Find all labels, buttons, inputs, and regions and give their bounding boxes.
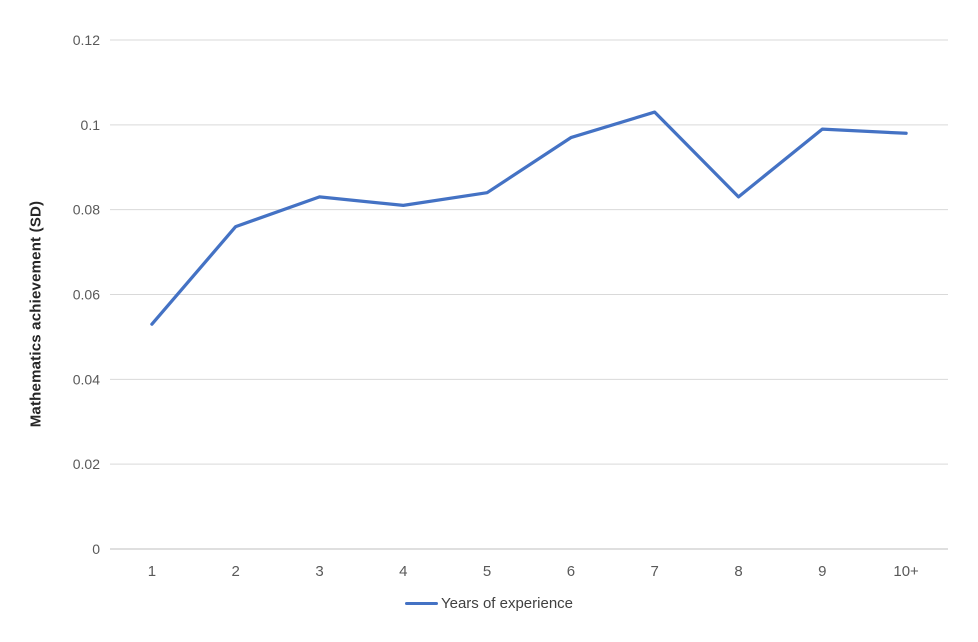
- y-tick-label: 0.02: [73, 456, 100, 472]
- legend-label: Years of experience: [440, 595, 574, 612]
- x-tick-label: 1: [148, 563, 156, 580]
- x-tick-label: 2: [232, 563, 240, 580]
- x-tick-label: 9: [818, 563, 826, 580]
- x-tick-label: 8: [734, 563, 742, 580]
- y-tick-label: 0.04: [73, 371, 100, 387]
- legend: Years of experience: [0, 595, 978, 612]
- x-tick-label: 6: [567, 563, 575, 580]
- y-tick-label: 0.08: [73, 202, 100, 218]
- y-tick-label: 0.1: [81, 117, 101, 133]
- x-tick-label: 5: [483, 563, 491, 580]
- y-tick-label: 0.06: [73, 287, 100, 303]
- legend-line-swatch: [404, 602, 438, 605]
- y-tick-label: 0: [92, 541, 100, 557]
- x-tick-label: 3: [315, 563, 323, 580]
- x-tick-label: 10+: [893, 563, 919, 580]
- y-tick-label: 0.12: [73, 32, 100, 48]
- x-tick-label: 7: [651, 563, 659, 580]
- x-tick-label: 4: [399, 563, 407, 580]
- data-line: [150, 110, 908, 326]
